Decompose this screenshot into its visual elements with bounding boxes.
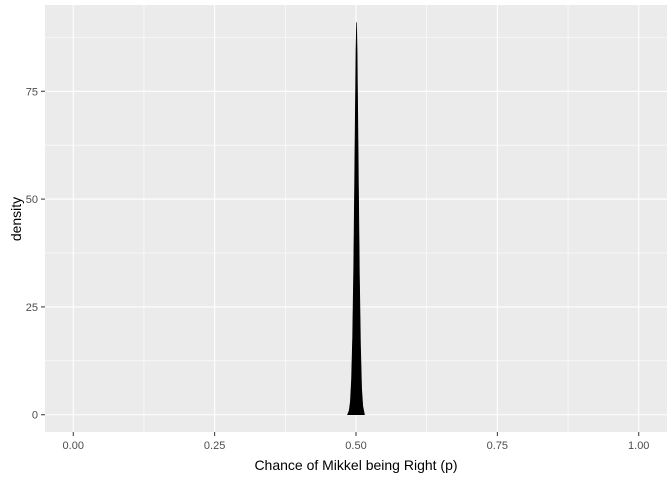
series-layer xyxy=(347,22,365,416)
x-tick-label: 0.25 xyxy=(204,440,225,452)
x-tick-label: 1.00 xyxy=(628,440,649,452)
y-tick-label: 75 xyxy=(26,86,38,98)
x-tick-label: 0.00 xyxy=(63,440,84,452)
y-tick-label: 50 xyxy=(26,194,38,206)
x-axis: 0.00 0.25 0.50 0.75 1.00 xyxy=(63,432,649,452)
x-tick-label: 0.75 xyxy=(487,440,508,452)
y-tick-label: 0 xyxy=(32,410,38,422)
y-axis: 0 25 50 75 xyxy=(26,86,45,422)
y-tick-label: 25 xyxy=(26,302,38,314)
x-tick-label: 0.50 xyxy=(345,440,366,452)
y-axis-title: density xyxy=(8,197,24,241)
x-axis-title: Chance of Mikkel being Right (p) xyxy=(254,457,457,473)
density-area xyxy=(347,22,365,416)
